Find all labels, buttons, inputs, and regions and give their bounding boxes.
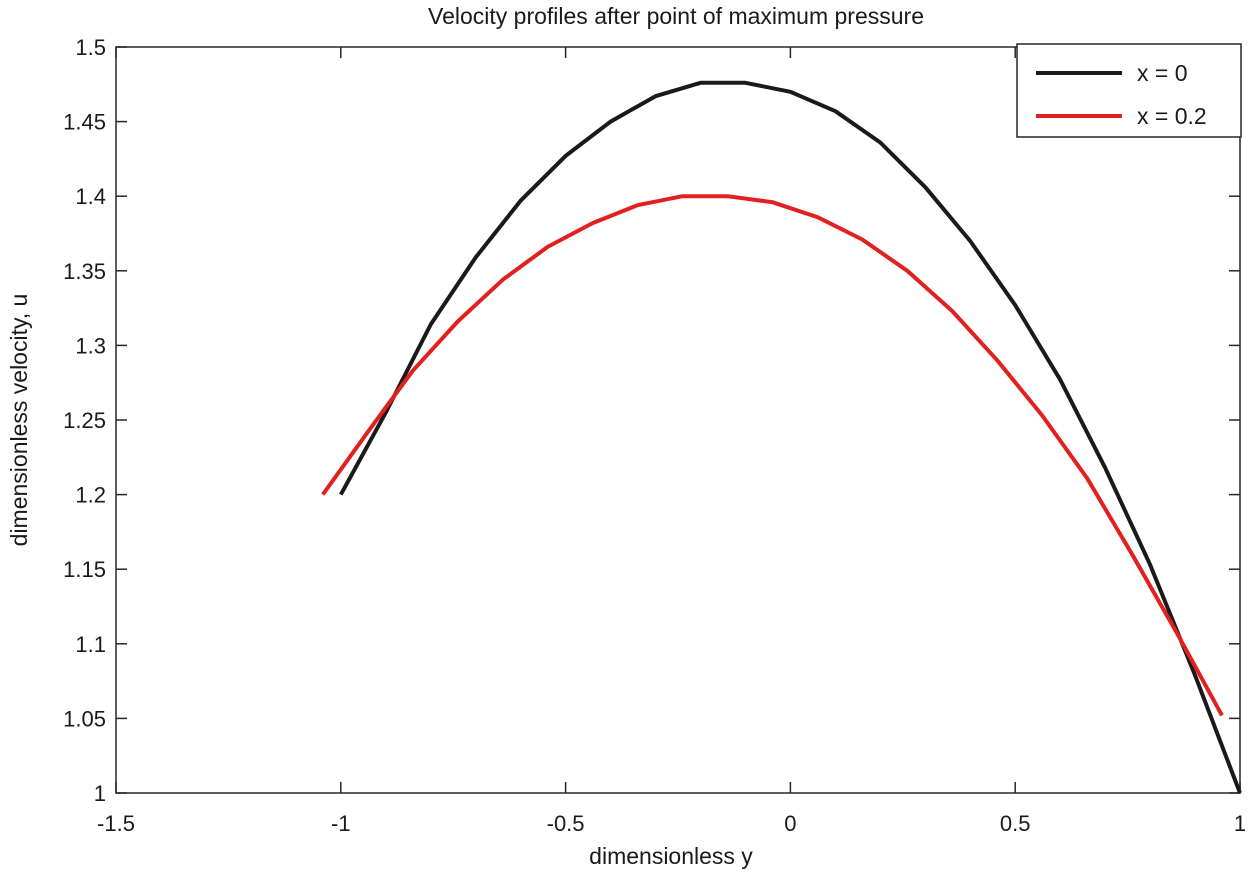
y-tick-label: 1.15 — [63, 557, 106, 582]
x-tick-label: 1 — [1234, 811, 1246, 836]
x-axis-title: dimensionless y — [589, 843, 753, 869]
y-tick-label: 1.25 — [63, 408, 106, 433]
x-tick-label: -0.5 — [547, 811, 585, 836]
y-tick-label: 1.3 — [75, 333, 106, 358]
y-tick-label: 1.1 — [75, 632, 106, 657]
x-tick-label: 0.5 — [1000, 811, 1031, 836]
series-lines — [321, 80, 1242, 794]
x-tick-label: -1 — [331, 811, 351, 836]
chart-title: Velocity profiles after point of maximum… — [428, 3, 924, 29]
y-axis-title: dimensionless velocity, u — [6, 294, 32, 547]
y-tick-label: 1.2 — [75, 483, 106, 508]
y-tick-label: 1.4 — [75, 184, 106, 209]
y-tick-label: 1.35 — [63, 259, 106, 284]
x-tick-label: -1.5 — [97, 811, 135, 836]
y-axis: 1 1.05 1.1 1.15 1.2 1.25 1.3 1.35 1.4 1.45 1.5 — [63, 35, 1240, 806]
plot-area — [115, 46, 1241, 794]
legend-box — [1016, 43, 1242, 138]
series-line-1 — [339, 80, 1242, 794]
y-tick-label: 1 — [94, 781, 106, 806]
legend-label-2: x = 0.2 — [1137, 103, 1207, 129]
y-tick-label: 1.45 — [63, 110, 106, 135]
series-line-2 — [321, 194, 1224, 717]
y-tick-label: 1.05 — [63, 706, 106, 731]
x-tick-label: 0 — [784, 811, 796, 836]
y-tick-label: 1.5 — [75, 35, 106, 60]
legend-label-1: x = 0 — [1137, 60, 1188, 86]
legend: x = 0 x = 0.2 — [1016, 43, 1242, 138]
x-axis: -1.5 -1 -0.5 0 0.5 1 — [97, 47, 1246, 836]
